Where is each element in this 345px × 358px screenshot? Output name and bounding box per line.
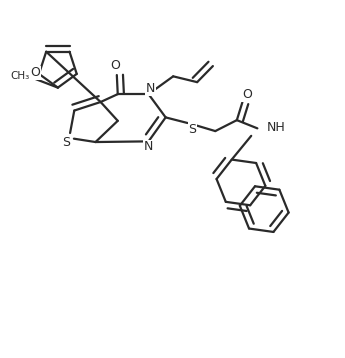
Text: CH₃: CH₃ <box>10 71 29 81</box>
Text: S: S <box>188 123 196 136</box>
Text: NH: NH <box>267 121 286 134</box>
Text: O: O <box>242 88 252 101</box>
Text: S: S <box>62 136 70 149</box>
Text: N: N <box>146 82 155 95</box>
Text: O: O <box>110 59 120 72</box>
Text: N: N <box>144 140 153 153</box>
Text: O: O <box>30 66 40 79</box>
